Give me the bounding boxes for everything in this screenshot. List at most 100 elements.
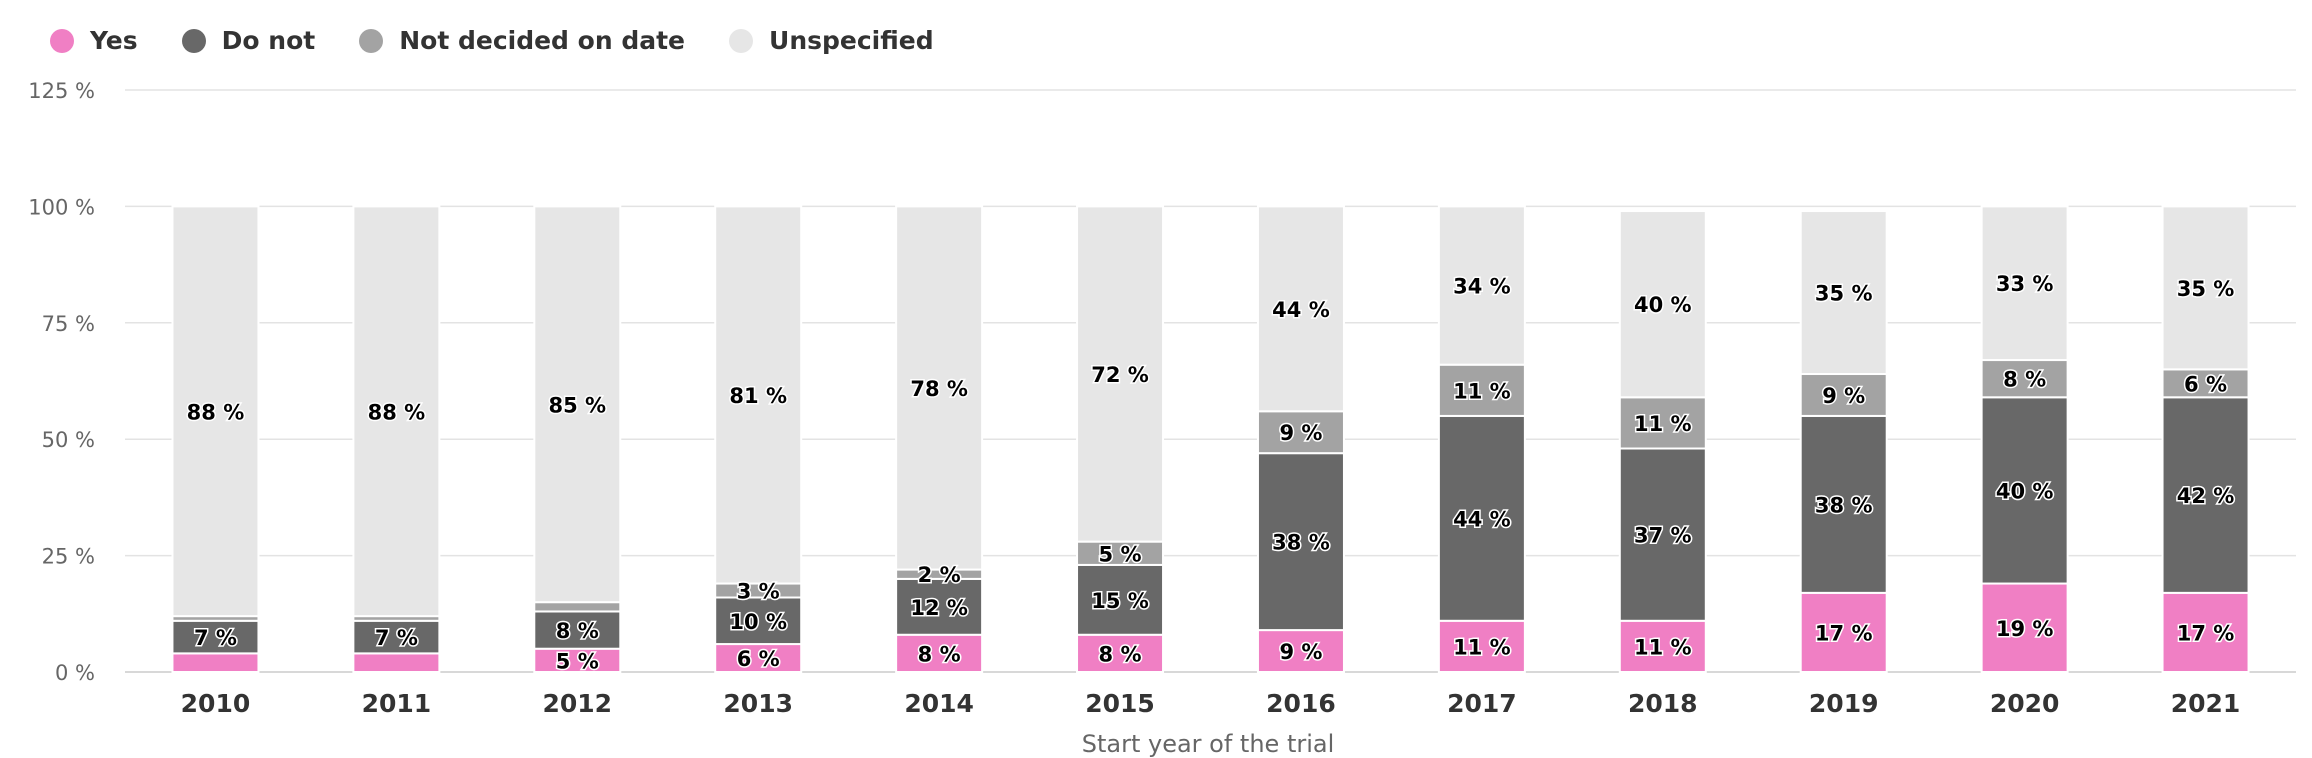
bar-segment-do-not[interactable] [2161,396,2250,594]
legend-label-yes: Yes [90,26,138,55]
bar-segment-not-decided[interactable] [533,601,622,613]
data-label-do-not: 42 % [2177,484,2235,508]
legend-label-unspecified: Unspecified [769,26,934,55]
legend-marker-yes [50,28,74,53]
bar-segment-unspecified[interactable] [171,205,260,618]
data-label-unspecified: 81 % [729,384,787,408]
data-label-do-not: 40 % [1996,479,2054,503]
bar-segment-yes[interactable] [352,652,441,673]
legend-item-do-not[interactable]: Do not [181,26,315,55]
x-tick-label: 2015 [1085,689,1155,718]
legend-item-yes[interactable]: Yes [50,26,138,55]
bar-segment-do-not[interactable] [171,619,260,655]
data-label-not-decided: 11 % [1634,412,1692,436]
bar-segment-unspecified[interactable] [533,205,622,604]
legend-marker-do-not [181,28,206,53]
data-label-not-decided: 5 % [1099,542,1142,566]
data-label-yes: 8 % [918,642,961,666]
x-tick-label: 2017 [1447,689,1517,718]
y-tick-label: 50 % [42,428,95,452]
bar-segment-yes[interactable] [714,643,803,674]
data-label-yes: 17 % [2177,621,2235,645]
bar-segment-do-not[interactable] [533,610,622,650]
data-label-not-decided: 3 % [737,580,780,604]
x-tick-label: 2011 [362,689,432,718]
data-label-not-decided: 9 % [1822,384,1865,408]
y-tick-label: 125 % [28,79,95,103]
data-label-unspecified: 78 % [910,377,968,401]
bar-segment-unspecified[interactable] [1256,205,1345,413]
data-label-unspecified: 85 % [549,393,607,417]
data-label-unspecified: 34 % [1453,275,1511,299]
bar-segment-not-decided[interactable] [1799,373,1888,417]
data-label-unspecified: 40 % [1634,293,1692,317]
data-label-yes: 17 % [1815,621,1873,645]
y-tick-label: 100 % [28,195,95,219]
data-label-do-not: 10 % [729,610,787,634]
bar-segment-do-not[interactable] [1618,447,1707,622]
x-tick-label: 2020 [1990,689,2060,718]
bar-segment-unspecified[interactable] [1618,210,1707,399]
bar-segment-do-not[interactable] [895,577,984,636]
bar-segment-unspecified[interactable] [1076,205,1165,543]
legend-item-unspecified[interactable]: Unspecified [729,26,934,55]
legend-marker-not-decided [359,28,384,53]
bar-segment-unspecified[interactable] [1980,205,2069,362]
bar-segment-unspecified[interactable] [895,205,984,571]
data-label-do-not: 7 % [375,626,418,650]
bar-segment-unspecified[interactable] [714,205,803,585]
bar-segment-do-not[interactable] [1256,452,1345,632]
legend-label-not-decided: Not decided on date [399,26,686,55]
data-label-do-not: 15 % [1091,589,1149,613]
legend-marker-unspecified [729,28,754,53]
data-label-unspecified: 35 % [1815,282,1873,306]
x-tick-label: 2018 [1628,689,1698,718]
bar-segment-yes[interactable] [1799,591,1888,674]
bar-segment-not-decided[interactable] [1437,363,1526,417]
legend-item-not-decided[interactable]: Not decided on date [359,26,685,55]
bar-segment-unspecified[interactable] [2161,205,2250,371]
x-tick-label: 2013 [723,689,793,718]
bar-segment-unspecified[interactable] [1799,210,1888,376]
data-label-not-decided: 8 % [2003,368,2046,392]
x-tick-label: 2012 [542,689,612,718]
grid-lines [125,89,2296,673]
data-label-unspecified: 88 % [187,400,245,424]
data-label-not-decided: 11 % [1453,379,1511,403]
data-label-yes: 6 % [737,647,780,671]
x-tick-label: 2010 [181,689,251,718]
bar-segment-do-not[interactable] [714,596,803,646]
bar-segment-not-decided[interactable] [1618,396,1707,450]
bar-segment-unspecified[interactable] [1437,205,1526,366]
y-tick-label: 25 % [42,545,95,569]
data-label-unspecified: 33 % [1996,272,2054,296]
bar-segment-yes[interactable] [1256,629,1345,674]
bar-segment-do-not[interactable] [352,619,441,655]
chart-legend: Yes Do not Not decided on date Unspecifi… [50,26,934,55]
bar-segment-not-decided[interactable] [1980,359,2069,399]
bars [171,205,2250,674]
bar-segment-unspecified[interactable] [352,205,441,618]
data-label-do-not: 7 % [194,626,237,650]
bar-segment-yes[interactable] [1618,619,1707,673]
bar-segment-do-not[interactable] [1799,414,1888,594]
data-label-do-not: 8 % [556,619,599,643]
data-label-not-decided: 6 % [2184,372,2227,396]
data-label-do-not: 44 % [1453,507,1511,531]
bar-segment-do-not[interactable] [1980,396,2069,585]
data-label-do-not: 12 % [910,596,968,620]
bar-segment-yes[interactable] [2161,591,2250,674]
y-tick-label: 0 % [55,661,95,685]
data-label-yes: 19 % [1996,617,2054,641]
bar-segment-not-decided[interactable] [2161,368,2250,399]
data-label-unspecified: 35 % [2177,277,2235,301]
bar-segment-yes[interactable] [171,652,260,673]
data-label-yes: 11 % [1453,635,1511,659]
y-axis-tick-labels: 0 % 25 % 50 % 75 % 100 % 125 % [28,79,95,685]
x-tick-label: 2021 [2171,689,2241,718]
data-label-not-decided: 2 % [918,563,961,587]
data-label-do-not: 38 % [1272,531,1330,555]
data-label-not-decided: 9 % [1279,421,1322,445]
